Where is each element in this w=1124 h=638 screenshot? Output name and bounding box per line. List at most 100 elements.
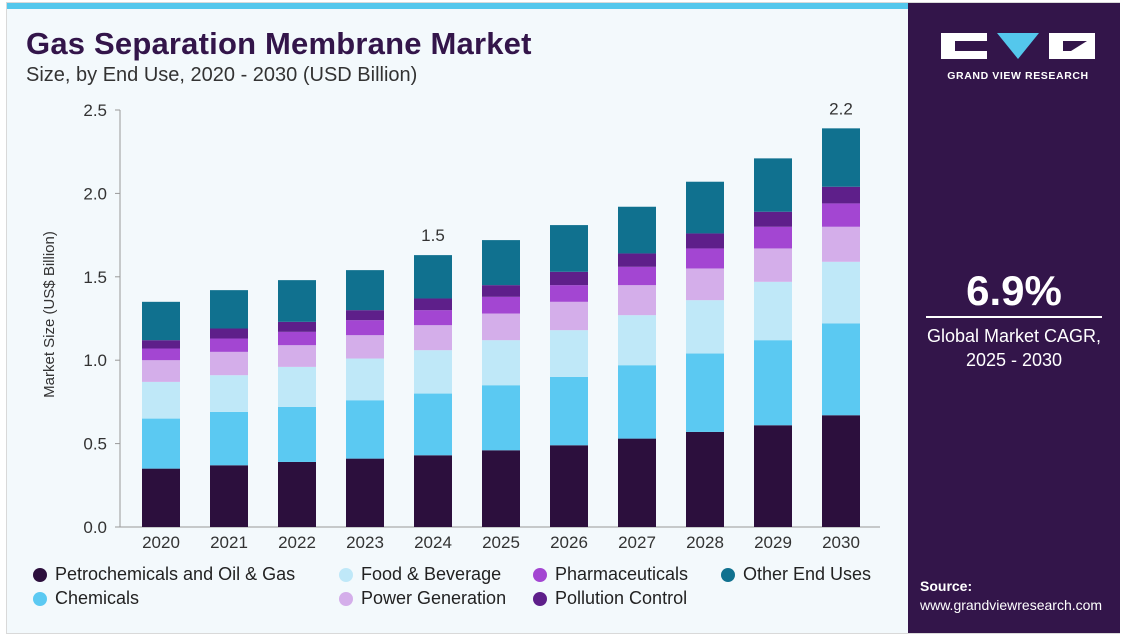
bar-segment [686,431,724,527]
bar-segment [210,465,248,527]
cagr-divider [926,316,1102,318]
bar-segment [346,270,384,311]
legend-swatch [33,567,47,582]
legend-item: Food & Beverage [339,564,501,585]
bar-segment [142,418,180,469]
data-label: 1.5 [421,226,445,245]
bar-segment [346,458,384,527]
bar-segment [346,320,384,336]
bar-segment [550,225,588,272]
bar-segment [414,298,452,311]
bar-segment [822,323,860,416]
y-tick-label: 0.5 [83,435,107,454]
x-tick-label: 2027 [618,533,656,552]
y-axis-label: Market Size (US$ Billion) [41,231,58,398]
legend-swatch [533,591,547,606]
y-tick-label: 2.5 [83,101,107,120]
bar-segment [278,406,316,462]
cagr-value: 6.9% [966,267,1062,314]
legend-item: Pharmaceuticals [533,564,688,585]
x-tick-label: 2023 [346,533,384,552]
bar-segment [686,248,724,269]
bar-segment [754,340,792,426]
bar-segment [754,281,792,341]
chart-subtitle: Size, by End Use, 2020 - 2030 (USD Billi… [26,64,418,86]
bar-segment [278,345,316,367]
bar-segment [754,158,792,212]
bar-segment [482,296,520,314]
cagr-label-line1: Global Market CAGR, [926,326,1102,346]
bar-segment [142,348,180,361]
bar-segment [142,381,180,419]
bar-segment [346,358,384,401]
bar-segment [346,310,384,321]
bar-segment [618,285,656,316]
bar-segment [278,321,316,332]
bar-segment [686,268,724,301]
bar-segment [482,313,520,341]
legend-item: Pollution Control [533,588,687,609]
bar-segment [822,226,860,262]
bar-segment [822,415,860,527]
bar-segment [822,203,860,227]
data-label: 2.2 [829,99,853,118]
stacked-bar-chart: 0.0 0.5 1.0 1.5 2.0 2.5 Market Size (US$ Billi… [41,99,880,552]
info-panel: GRAND VIEW RESEARCH 6.9% Global Market C… [908,3,1120,633]
brand-logo-mark-icon [941,33,1095,59]
legend-item: Power Generation [339,588,506,609]
legend-item: Other End Uses [721,564,871,585]
bar-segment [414,455,452,527]
bar-segment [550,271,588,286]
bar-segment [550,330,588,377]
bar-segment [482,285,520,297]
bar-segment [754,211,792,227]
x-tick-label: 2030 [822,533,860,552]
legend-swatch [339,591,353,606]
cagr-label: Global Market CAGR, 2025 - 2030 [908,324,1120,372]
y-tick-label: 1.5 [83,268,107,287]
bar-segment [482,240,520,286]
bar-segment [754,226,792,249]
bar-segment [210,351,248,376]
top-accent-bar [7,3,908,9]
x-tick-label: 2026 [550,533,588,552]
bar-segment [142,340,180,349]
bar-segment [550,445,588,527]
bar-segment [686,353,724,432]
bar-segment [822,261,860,324]
bar-segment [754,425,792,527]
bar-segment [210,328,248,339]
bar-segment [482,340,520,386]
bar-segment [142,360,180,382]
bar-segment [482,385,520,451]
bar-segment [346,335,384,359]
bar-segment [618,253,656,267]
bar-segment [618,206,656,254]
legend-label: Pharmaceuticals [555,564,689,584]
source-url[interactable]: www.grandviewresearch.com [920,597,1103,613]
bar-segment [686,181,724,234]
legend-label: Power Generation [361,588,507,608]
bar-segment [414,350,452,394]
bar-segment [142,301,180,341]
bar-segment [550,285,588,302]
bar-segment [210,411,248,466]
bar-segment [618,438,656,527]
bar-segment [414,325,452,351]
x-tick-label: 2022 [278,533,316,552]
bar-segment [822,128,860,187]
y-tick-label: 1.0 [83,351,107,370]
x-tick-label: 2029 [754,533,792,552]
legend-swatch [533,567,547,582]
bar-segment [210,338,248,352]
bar-segment [618,315,656,366]
x-tick-label: 2021 [210,533,248,552]
chart-legend: Petrochemicals and Oil & Gas Food & Bever… [33,564,903,614]
bar-segment [278,331,316,346]
legend-item: Chemicals [33,588,139,609]
y-tick-label: 2.0 [83,184,107,203]
brand-name: GRAND VIEW RESEARCH [947,70,1089,82]
source-label: Source: [920,578,973,594]
legend-label: Petrochemicals and Oil & Gas [55,564,296,584]
legend-label: Pollution Control [555,588,688,608]
